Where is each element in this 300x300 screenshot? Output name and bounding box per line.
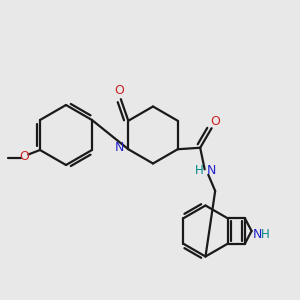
Text: N: N: [207, 164, 216, 177]
Text: O: O: [114, 84, 124, 97]
Text: O: O: [210, 115, 220, 128]
Text: O: O: [20, 149, 29, 163]
Text: N: N: [115, 141, 124, 154]
Text: H: H: [195, 164, 204, 177]
Text: H: H: [260, 227, 269, 241]
Text: N: N: [252, 227, 262, 241]
